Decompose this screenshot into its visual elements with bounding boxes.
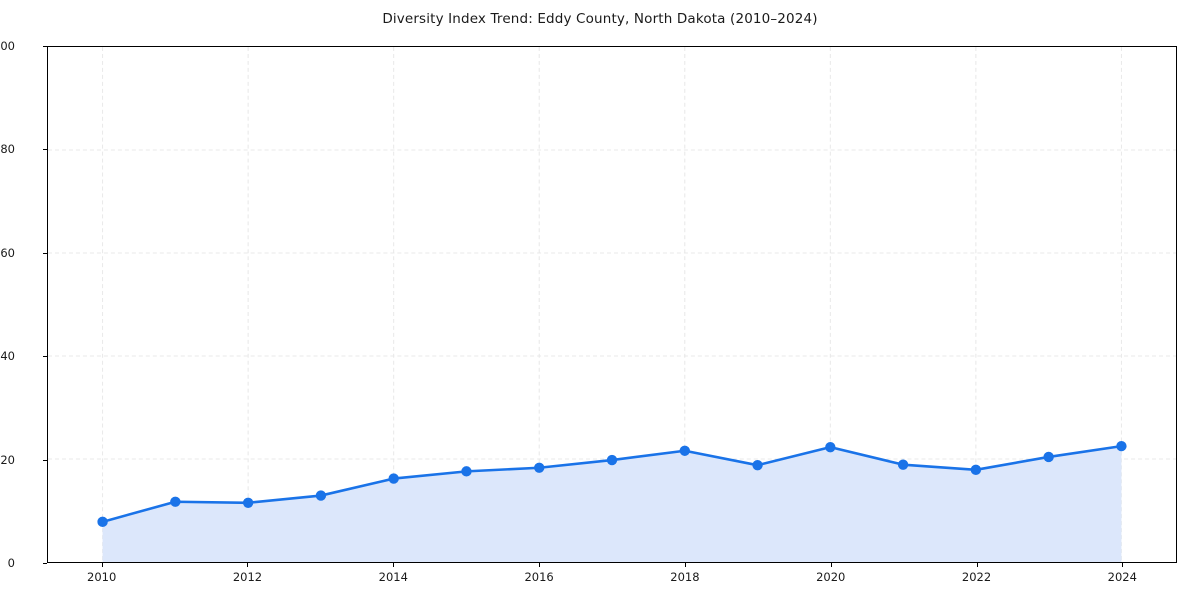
y-axis-tick-label: 0 bbox=[7, 556, 15, 570]
x-axis-tick-label: 2018 bbox=[670, 570, 700, 584]
data-point-marker[interactable] bbox=[315, 490, 327, 501]
data-point-marker[interactable] bbox=[897, 459, 909, 470]
x-axis-tick-mark bbox=[684, 563, 686, 567]
data-point-marker[interactable] bbox=[752, 460, 763, 471]
y-axis-tick-mark bbox=[43, 252, 47, 254]
x-axis-tick-mark bbox=[247, 563, 249, 567]
data-point-marker[interactable] bbox=[534, 462, 545, 473]
data-point-marker[interactable] bbox=[242, 497, 254, 508]
y-axis-tick-mark bbox=[43, 459, 47, 461]
area-fill bbox=[102, 446, 1122, 562]
data-point-marker[interactable] bbox=[825, 441, 836, 453]
x-axis-tick-mark bbox=[1122, 563, 1124, 567]
y-axis-tick-label: 60 bbox=[0, 245, 15, 260]
plot-area bbox=[47, 46, 1177, 563]
x-axis-tick-mark bbox=[976, 563, 978, 567]
chart-title: Diversity Index Trend: Eddy County, Nort… bbox=[382, 11, 818, 27]
x-axis-tick-label: 2010 bbox=[87, 570, 117, 584]
x-axis-tick-label: 2024 bbox=[1107, 570, 1137, 584]
y-axis-tick-label: 40 bbox=[0, 349, 15, 364]
data-point-marker[interactable] bbox=[97, 516, 108, 528]
x-axis-tick-label: 2020 bbox=[816, 570, 846, 584]
y-axis-tick-label: 100 bbox=[0, 39, 15, 53]
x-axis-tick-label: 2012 bbox=[232, 570, 263, 584]
data-point-marker[interactable] bbox=[1116, 440, 1127, 452]
data-point-marker[interactable] bbox=[1043, 451, 1054, 463]
y-axis-tick-mark bbox=[43, 46, 47, 47]
x-axis-tick-mark bbox=[393, 563, 395, 567]
y-axis-tick-label: 80 bbox=[0, 142, 15, 157]
x-axis-tick-mark bbox=[101, 563, 103, 567]
x-axis-tick-mark bbox=[539, 563, 541, 567]
y-axis-tick-label: 20 bbox=[0, 452, 15, 467]
data-point-marker[interactable] bbox=[388, 473, 399, 484]
data-point-marker[interactable] bbox=[170, 496, 181, 507]
x-axis-tick-label: 2016 bbox=[524, 570, 554, 584]
x-axis-tick-label: 2014 bbox=[378, 570, 408, 584]
data-series-diversity-index bbox=[97, 440, 1127, 562]
data-point-marker[interactable] bbox=[970, 464, 982, 475]
y-axis-tick-mark bbox=[43, 356, 47, 358]
data-point-marker[interactable] bbox=[606, 454, 618, 466]
y-axis-tick-mark bbox=[43, 563, 47, 564]
x-axis-tick-label: 2022 bbox=[961, 570, 992, 584]
data-point-marker[interactable] bbox=[679, 445, 690, 456]
x-axis-tick-mark bbox=[830, 563, 832, 567]
data-point-marker[interactable] bbox=[461, 466, 472, 477]
y-axis-tick-mark bbox=[43, 149, 47, 151]
